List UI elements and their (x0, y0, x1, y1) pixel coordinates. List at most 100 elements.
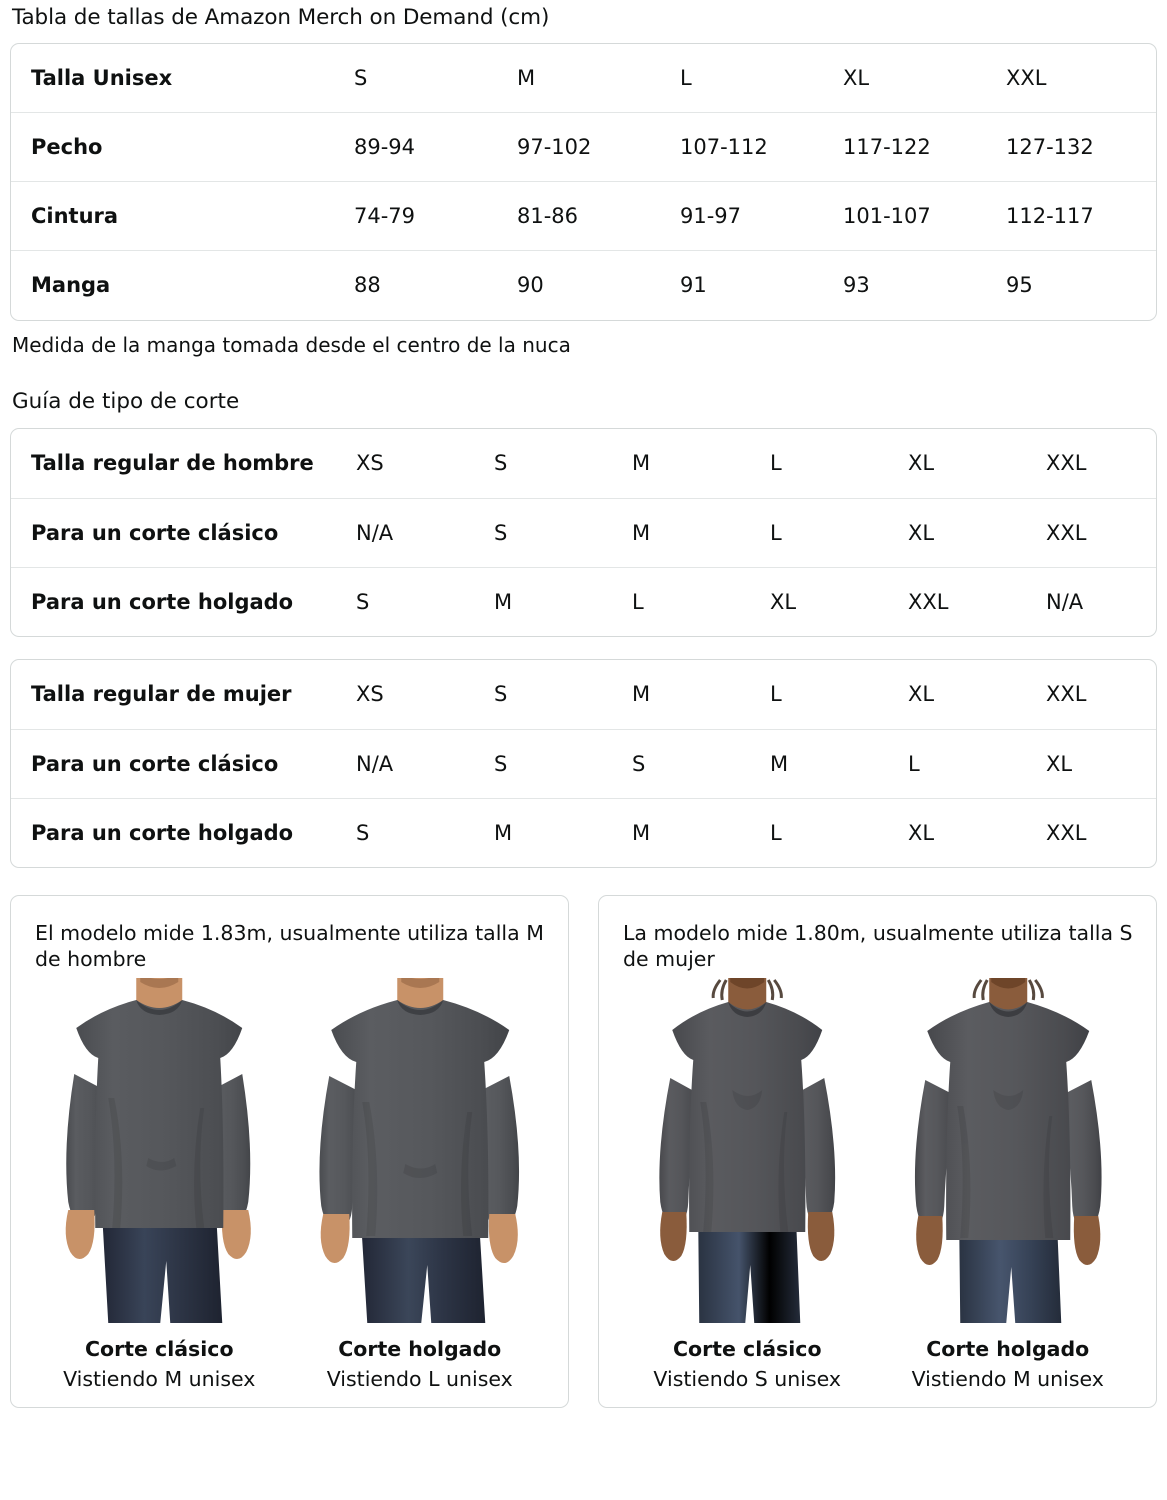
waist-value-xl: 101-107 (843, 181, 1006, 251)
figure-caption-subtitle: Vistiendo S unisex (653, 1367, 842, 1392)
women-relaxed-value-2: M (494, 820, 513, 845)
female-classic-fit-figure: Corte clásico Vistiendo S unisex (619, 978, 876, 1391)
figure-caption-subtitle: Vistiendo M unisex (63, 1367, 256, 1392)
men-classic-value-1: N/A (356, 498, 494, 568)
women-fit-table: Talla regular de mujer XS S M L XL XXL P… (11, 660, 1156, 867)
figure-caption-title: Corte clásico (84, 1337, 234, 1362)
women-relaxed-value-4: L (770, 820, 782, 845)
men-fit-table: Talla regular de hombre XS S M L XL XXL … (11, 429, 1156, 636)
women-fit-table-container: Talla regular de mujer XS S M L XL XXL P… (10, 659, 1157, 868)
row-label-sleeve: Manga (31, 273, 111, 298)
measurements-table-container: Talla Unisex S M L XL XXL Pecho 89-94 97… (10, 42, 1157, 321)
male-figures: Corte clásico Vistiendo M unisex (31, 978, 548, 1391)
men-fit-table-container: Talla regular de hombre XS S M L XL XXL … (10, 428, 1157, 637)
table-row: Para un corte holgado S M L XL XXL N/A (11, 567, 1156, 636)
figure-caption-title: Corte holgado (338, 1337, 502, 1362)
row-label-chest: Pecho (11, 112, 354, 182)
row-label-men-regular-size: Talla regular de hombre (11, 429, 356, 499)
sleeve-value-xxl: 95 (1006, 273, 1033, 298)
waist-value-l: 91-97 (680, 181, 843, 251)
men-relaxed-value-6: N/A (1046, 589, 1084, 614)
row-label-men-relaxed-fit: Para un corte holgado (31, 589, 294, 614)
women-classic-value-4: M (770, 729, 908, 799)
row-label-women-relaxed-fit: Para un corte holgado (31, 820, 294, 845)
men-classic-value-5: XL (908, 498, 1046, 568)
men-classic-value-4: L (770, 498, 908, 568)
chest-value-s: 89-94 (354, 112, 517, 182)
fit-guide-title: Guía de tipo de corte (12, 388, 240, 414)
male-classic-fit-figure: Corte clásico Vistiendo M unisex (31, 978, 288, 1391)
row-label-women-regular-size: Talla regular de mujer (11, 660, 356, 730)
chest-value-m: 97-102 (517, 112, 680, 182)
row-label-men-classic-fit: Para un corte clásico (11, 498, 356, 568)
men-regular-value-5: XL (908, 429, 1046, 499)
table-row: Para un corte holgado S M M L XL XXL (11, 798, 1156, 867)
male-model-card: El modelo mide 1.83m, usualmente utiliza… (10, 895, 569, 1409)
waist-value-s: 74-79 (354, 181, 517, 251)
female-model-classic-fit-photo (619, 978, 876, 1324)
sleeve-value-s: 88 (354, 273, 381, 298)
sleeve-value-l: 91 (680, 273, 707, 298)
sleeve-value-xl: 93 (843, 273, 870, 298)
men-regular-value-3: M (632, 429, 770, 499)
table-row: Talla regular de mujer XS S M L XL XXL (11, 660, 1156, 730)
men-classic-value-6: XXL (1046, 498, 1156, 568)
table-row: Para un corte clásico N/A S S M L XL (11, 729, 1156, 799)
measurements-header-label: Talla Unisex (11, 43, 354, 113)
measurements-header-size-l: L (680, 43, 843, 113)
women-regular-value-6: XXL (1046, 660, 1156, 730)
male-model-classic-fit-photo (31, 978, 288, 1324)
women-relaxed-value-1: S (356, 820, 370, 845)
waist-value-m: 81-86 (517, 181, 680, 251)
female-model-relaxed-fit-photo (879, 978, 1136, 1324)
women-classic-value-3: S (632, 729, 770, 799)
measurements-header-size-m: M (517, 43, 680, 113)
row-label-women-classic-fit: Para un corte clásico (11, 729, 356, 799)
female-model-note: La modelo mide 1.80m, usualmente utiliza… (623, 921, 1133, 972)
female-model-card: La modelo mide 1.80m, usualmente utiliza… (598, 895, 1157, 1409)
table-row: Pecho 89-94 97-102 107-112 117-122 127-1… (11, 112, 1156, 182)
women-relaxed-value-6: XXL (1046, 820, 1087, 845)
measurements-header-size-xxl: XXL (1006, 43, 1156, 113)
table-header-row: Talla Unisex S M L XL XXL (11, 43, 1156, 113)
sleeve-value-m: 90 (517, 273, 544, 298)
table-row: Cintura 74-79 81-86 91-97 101-107 112-11… (11, 181, 1156, 251)
women-regular-value-2: S (494, 660, 632, 730)
page-title: Tabla de tallas de Amazon Merch on Deman… (12, 5, 550, 30)
women-classic-value-6: XL (1046, 729, 1156, 799)
men-classic-value-3: M (632, 498, 770, 568)
men-regular-value-1: XS (356, 429, 494, 499)
table-spacer (10, 637, 1157, 659)
women-regular-value-3: M (632, 660, 770, 730)
figure-caption-title: Corte clásico (672, 1337, 822, 1362)
figure-caption-subtitle: Vistiendo M unisex (911, 1367, 1104, 1392)
women-regular-value-1: XS (356, 660, 494, 730)
men-relaxed-value-1: S (356, 589, 370, 614)
men-classic-value-2: S (494, 498, 632, 568)
figure-caption-subtitle: Vistiendo L unisex (326, 1367, 513, 1392)
figure-caption-title: Corte holgado (926, 1337, 1090, 1362)
women-relaxed-value-3: M (632, 820, 651, 845)
table-row: Talla regular de hombre XS S M L XL XXL (11, 429, 1156, 499)
women-classic-value-2: S (494, 729, 632, 799)
table-row: Para un corte clásico N/A S M L XL XXL (11, 498, 1156, 568)
men-regular-value-4: L (770, 429, 908, 499)
women-relaxed-value-5: XL (908, 820, 935, 845)
men-relaxed-value-5: XXL (908, 589, 949, 614)
male-model-relaxed-fit-photo (291, 978, 548, 1324)
women-classic-value-1: N/A (356, 729, 494, 799)
male-model-note: El modelo mide 1.83m, usualmente utiliza… (35, 921, 544, 972)
row-label-waist: Cintura (11, 181, 354, 251)
model-cards-row: El modelo mide 1.83m, usualmente utiliza… (10, 868, 1157, 1409)
chest-value-xl: 117-122 (843, 112, 1006, 182)
male-relaxed-fit-figure: Corte holgado Vistiendo L unisex (291, 978, 548, 1392)
waist-value-xxl: 112-117 (1006, 181, 1156, 251)
measurements-table: Talla Unisex S M L XL XXL Pecho 89-94 97… (11, 43, 1156, 320)
men-regular-value-2: S (494, 429, 632, 499)
men-relaxed-value-2: M (494, 589, 513, 614)
men-regular-value-6: XXL (1046, 429, 1156, 499)
female-relaxed-fit-figure: Corte holgado Vistiendo M unisex (879, 978, 1136, 1392)
sleeve-measurement-note: Medida de la manga tomada desde el centr… (12, 332, 571, 357)
women-classic-value-5: L (908, 729, 1046, 799)
